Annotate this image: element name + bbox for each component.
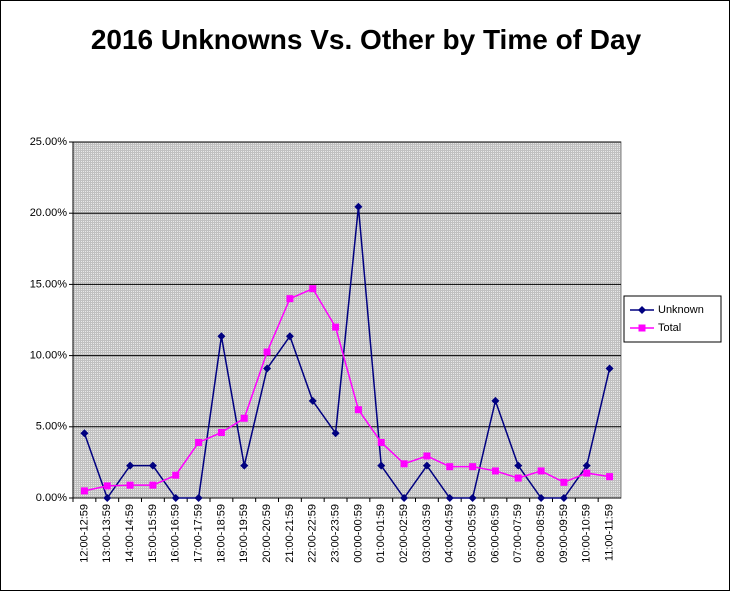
x-tick-label: 03:00-03:59: [421, 504, 433, 563]
marker: [263, 364, 272, 373]
marker: [240, 461, 249, 470]
chart-title: 2016 Unknowns Vs. Other by Time of Day: [90, 24, 642, 55]
x-tick-label: 15:00-15:59: [147, 504, 159, 563]
y-tick-label: 25.00%: [30, 136, 68, 148]
marker: [217, 428, 225, 436]
x-tick-label: 18:00-18:59: [215, 504, 227, 563]
legend-marker: [638, 324, 646, 332]
marker: [285, 332, 294, 341]
marker: [400, 494, 409, 502]
marker: [582, 461, 591, 470]
x-tick-label: 13:00-13:59: [101, 504, 113, 563]
y-tick-label: 10.00%: [30, 350, 68, 362]
marker: [194, 494, 203, 502]
y-tick-label: 5.00%: [36, 421, 67, 433]
marker: [559, 494, 568, 502]
marker: [377, 438, 385, 446]
marker: [80, 429, 89, 438]
marker: [514, 461, 523, 470]
marker: [103, 494, 112, 502]
marker: [491, 467, 499, 475]
marker: [148, 461, 157, 470]
marker: [308, 396, 317, 405]
x-tick-label: 00:00-00:59: [352, 504, 364, 563]
x-tick-label: 09:00-09:59: [558, 504, 570, 563]
marker: [422, 461, 431, 470]
marker: [286, 295, 294, 303]
x-tick-label: 16:00-16:59: [170, 504, 182, 563]
marker: [445, 494, 454, 502]
y-tick-label: 0.00%: [36, 492, 67, 504]
x-tick-label: 12:00-12:59: [78, 504, 90, 563]
y-tick-label: 15.00%: [30, 278, 68, 290]
marker: [331, 429, 340, 438]
x-tick-label: 23:00-23:59: [329, 504, 341, 563]
x-tick-label: 06:00-06:59: [489, 504, 501, 563]
x-tick-label: 07:00-07:59: [512, 504, 524, 563]
marker: [377, 461, 386, 470]
marker: [537, 467, 545, 475]
marker: [171, 494, 180, 502]
y-tick-label: 20.00%: [30, 207, 68, 219]
legend-marker: [638, 306, 646, 314]
marker: [80, 487, 88, 495]
marker: [332, 323, 340, 331]
legend-label: Total: [658, 322, 681, 334]
marker: [263, 348, 271, 356]
x-tick-label: 04:00-04:59: [444, 504, 456, 563]
marker: [446, 463, 454, 471]
marker: [354, 406, 362, 414]
marker: [149, 481, 157, 489]
marker: [126, 481, 134, 489]
x-tick-label: 02:00-02:59: [398, 504, 410, 563]
x-tick-label: 10:00-10:59: [581, 504, 593, 563]
marker: [217, 332, 226, 341]
marker: [172, 471, 180, 479]
marker: [514, 474, 522, 482]
marker: [491, 396, 500, 405]
marker: [423, 452, 431, 460]
marker: [560, 478, 568, 486]
x-tick-label: 21:00-21:59: [284, 504, 296, 563]
x-tick-label: 22:00-22:59: [307, 504, 319, 563]
marker: [469, 463, 477, 471]
series-line: [84, 287, 610, 492]
legend-label: Unknown: [658, 304, 704, 316]
marker: [195, 438, 203, 446]
x-tick-label: 08:00-08:59: [535, 504, 547, 563]
marker: [583, 469, 591, 477]
marker: [605, 364, 614, 373]
marker: [103, 482, 111, 490]
marker: [354, 202, 363, 211]
x-tick-label: 14:00-14:59: [124, 504, 136, 563]
marker: [537, 494, 546, 502]
marker: [240, 414, 248, 422]
marker: [468, 494, 477, 502]
marker: [606, 473, 614, 481]
series-line: [83, 206, 611, 500]
x-tick-label: 11:00-11:59: [603, 504, 615, 561]
x-tick-label: 20:00-20:59: [261, 504, 273, 563]
legend-box: [623, 295, 722, 343]
x-tick-label: 17:00-17:59: [192, 504, 204, 563]
x-tick-label: 19:00-19:59: [238, 504, 250, 563]
marker: [400, 460, 408, 468]
x-tick-label: 05:00-05:59: [466, 504, 478, 563]
marker: [309, 285, 317, 293]
x-tick-label: 01:00-01:59: [375, 504, 387, 563]
